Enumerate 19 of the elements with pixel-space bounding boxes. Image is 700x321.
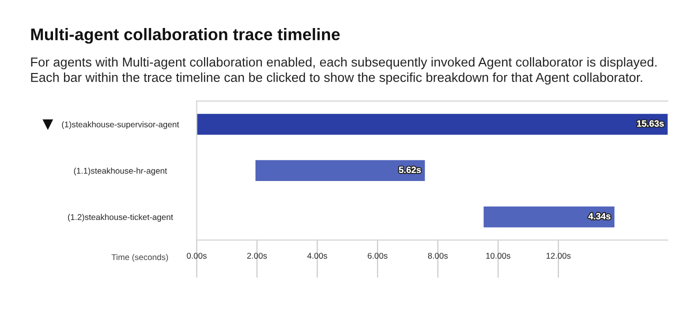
bar [196, 114, 668, 135]
bar [484, 206, 614, 228]
chart-title: Multi-agent collaboration trace timeline [31, 28, 340, 44]
x-axis-title: Time (seconds) [112, 254, 168, 262]
y-tick-label: (1)steakhouse-supervisor-agent [62, 121, 180, 130]
x-tick-label: 12.00s [546, 252, 571, 259]
data-label: 5.62s [398, 166, 421, 174]
y-tick-label: (1.2)steakhouse-ticket-agent [68, 214, 174, 222]
chart-subtitle: For agents with Multi-agent collaboration enabled, each subsequently invoked Agent collaborator is displayed. Each bar within the trace timeline can be clicked to show the specific breakdown for that Agent collaborator. [31, 57, 656, 85]
data-label: 15.63s [637, 120, 664, 127]
x-tick-label: 2.00s [247, 252, 267, 259]
bar [255, 160, 425, 182]
x-tick-label: 10.00s [486, 252, 510, 259]
x-tick-label: 0.00s [186, 252, 207, 259]
x-tick-label: 4.00s [307, 252, 328, 259]
y-tick-label: (1.1)steakhouse-hr-agent [74, 168, 168, 176]
x-tick-label: 6.00s [368, 252, 388, 259]
x-tick-label: 8.00s [428, 252, 448, 259]
data-label: 4.34s [588, 212, 610, 220]
